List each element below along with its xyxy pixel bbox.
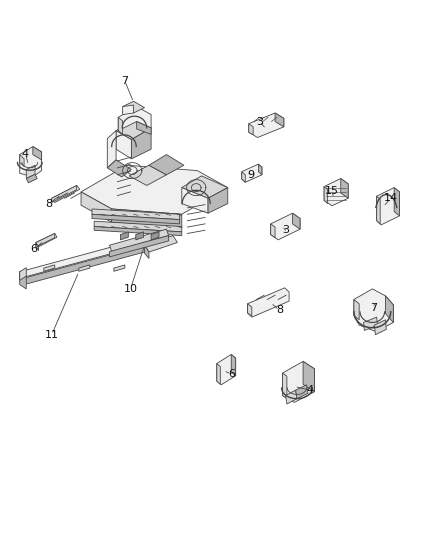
Polygon shape: [377, 196, 380, 224]
Polygon shape: [324, 187, 328, 204]
Polygon shape: [182, 188, 208, 213]
Polygon shape: [129, 165, 166, 185]
Polygon shape: [33, 147, 42, 160]
Polygon shape: [20, 147, 42, 177]
Polygon shape: [283, 373, 287, 399]
Polygon shape: [123, 105, 134, 115]
Polygon shape: [145, 236, 177, 252]
Polygon shape: [116, 131, 131, 159]
Polygon shape: [36, 233, 55, 247]
Text: 3: 3: [282, 225, 289, 235]
Polygon shape: [118, 107, 151, 131]
Polygon shape: [94, 221, 182, 232]
Polygon shape: [374, 320, 386, 335]
Polygon shape: [182, 176, 228, 198]
Text: 4: 4: [307, 385, 314, 395]
Text: 7: 7: [121, 76, 128, 86]
Polygon shape: [20, 155, 24, 166]
Polygon shape: [271, 213, 300, 240]
Polygon shape: [94, 227, 182, 236]
Polygon shape: [107, 131, 116, 168]
Text: 11: 11: [45, 330, 59, 340]
Text: 3: 3: [256, 117, 263, 126]
Polygon shape: [26, 174, 37, 183]
Polygon shape: [341, 179, 348, 198]
Polygon shape: [271, 224, 275, 238]
Polygon shape: [249, 124, 253, 135]
Polygon shape: [377, 188, 399, 225]
Polygon shape: [296, 385, 308, 399]
Polygon shape: [324, 179, 348, 206]
Polygon shape: [20, 235, 162, 277]
Polygon shape: [149, 155, 184, 175]
Text: 4: 4: [22, 149, 29, 158]
Polygon shape: [145, 245, 149, 259]
Polygon shape: [118, 117, 123, 134]
Polygon shape: [208, 188, 228, 213]
Polygon shape: [354, 300, 359, 320]
Polygon shape: [52, 185, 80, 203]
Polygon shape: [107, 160, 131, 177]
Polygon shape: [112, 209, 182, 228]
Polygon shape: [137, 122, 151, 134]
Polygon shape: [52, 185, 77, 203]
Polygon shape: [385, 296, 393, 322]
Polygon shape: [258, 164, 262, 175]
Polygon shape: [158, 235, 162, 247]
Polygon shape: [26, 165, 35, 179]
Polygon shape: [114, 265, 125, 271]
Polygon shape: [217, 364, 220, 384]
Polygon shape: [110, 229, 169, 252]
Polygon shape: [92, 214, 180, 224]
Polygon shape: [79, 265, 90, 271]
Polygon shape: [394, 188, 399, 216]
Polygon shape: [242, 164, 262, 182]
Polygon shape: [44, 265, 55, 271]
Text: 8: 8: [276, 305, 283, 315]
Polygon shape: [20, 242, 162, 285]
Polygon shape: [242, 172, 245, 182]
Polygon shape: [283, 361, 314, 402]
Polygon shape: [36, 243, 39, 251]
Polygon shape: [286, 390, 297, 404]
Polygon shape: [36, 233, 57, 247]
Polygon shape: [303, 361, 314, 392]
Polygon shape: [354, 289, 393, 332]
Polygon shape: [364, 317, 378, 330]
Polygon shape: [275, 113, 284, 127]
Polygon shape: [136, 232, 144, 240]
Text: 6: 6: [31, 245, 38, 254]
Polygon shape: [116, 120, 151, 140]
Polygon shape: [20, 268, 26, 280]
Polygon shape: [293, 213, 300, 229]
Text: 6: 6: [228, 369, 235, 379]
Polygon shape: [20, 272, 26, 289]
Polygon shape: [247, 304, 252, 316]
Polygon shape: [123, 101, 145, 113]
Polygon shape: [120, 232, 128, 240]
Polygon shape: [20, 272, 24, 285]
Text: 10: 10: [124, 284, 138, 294]
Polygon shape: [81, 192, 112, 222]
Polygon shape: [247, 288, 289, 317]
Text: 15: 15: [325, 186, 339, 196]
Polygon shape: [110, 236, 169, 257]
Text: 8: 8: [46, 199, 53, 208]
Polygon shape: [231, 354, 236, 376]
Polygon shape: [81, 165, 228, 214]
Polygon shape: [131, 128, 151, 159]
Polygon shape: [249, 113, 284, 138]
Text: 14: 14: [384, 193, 398, 203]
Polygon shape: [151, 232, 159, 240]
Polygon shape: [217, 354, 236, 385]
Text: 9: 9: [247, 170, 254, 180]
Text: 7: 7: [370, 303, 377, 313]
Polygon shape: [92, 209, 180, 220]
